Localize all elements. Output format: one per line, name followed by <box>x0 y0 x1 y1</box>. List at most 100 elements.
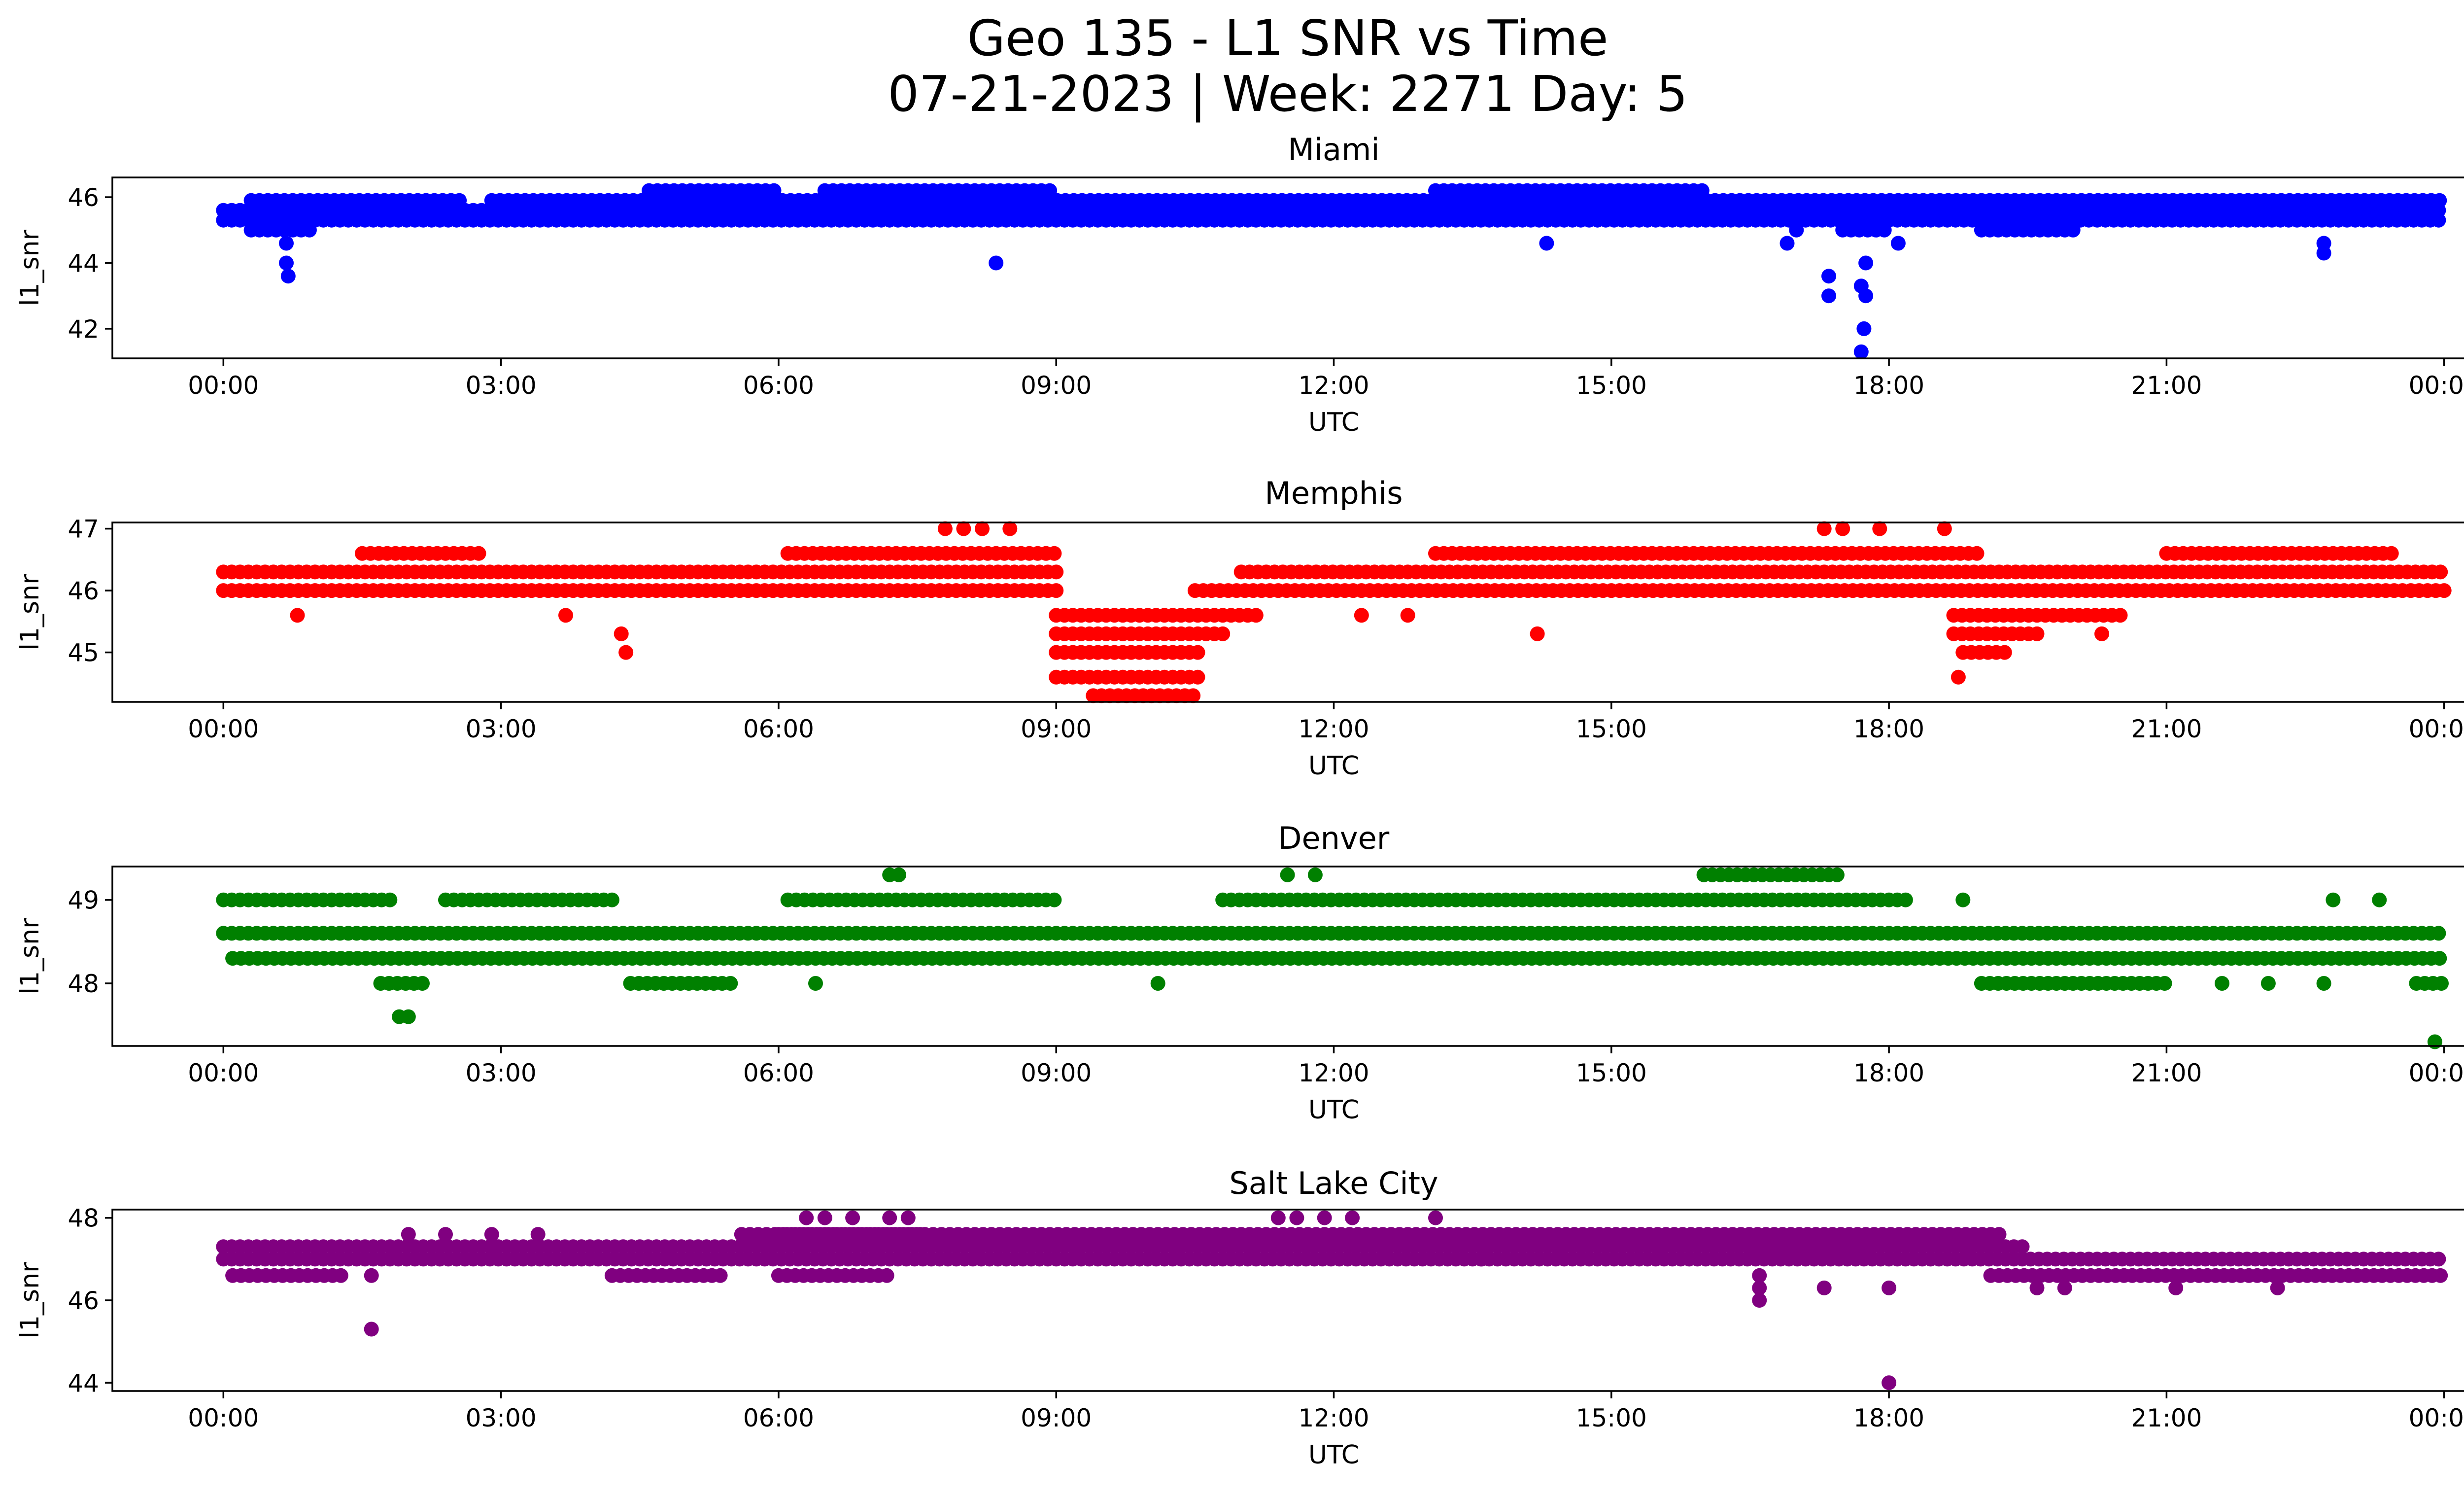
chart-panel: Memphis 00:00 03:00 06:00 09:00 12:00 15:00 18:… <box>15 475 2464 781</box>
data-points <box>216 867 2449 1049</box>
data-point <box>1354 608 1369 623</box>
data-point <box>799 1210 814 1225</box>
data-point <box>1049 583 1064 598</box>
data-point <box>604 892 619 907</box>
x-tick-label: 00:00 <box>188 371 259 400</box>
data-point <box>766 183 782 198</box>
data-point <box>1955 892 1971 907</box>
x-tick-label: 06:00 <box>743 1059 814 1087</box>
y-axis-label: l1_snr <box>15 574 45 651</box>
data-point <box>1345 1210 1360 1225</box>
data-point <box>1280 867 1295 882</box>
x-tick-label: 06:00 <box>743 1404 814 1432</box>
data-point <box>2431 926 2446 941</box>
data-point <box>1694 183 1710 198</box>
data-point <box>2094 626 2109 641</box>
data-point <box>1289 1210 1304 1225</box>
x-tick-label: 21:00 <box>2131 1404 2202 1432</box>
data-point <box>808 976 823 991</box>
y-tick-label: 49 <box>68 886 99 915</box>
x-tick-label: 15:00 <box>1576 715 1647 743</box>
data-point <box>1858 288 1874 304</box>
data-point <box>900 1210 916 1225</box>
y-tick-label: 44 <box>68 1369 99 1397</box>
data-points <box>216 521 2452 703</box>
data-point <box>1898 892 1913 907</box>
data-point <box>401 1227 416 1242</box>
data-point <box>2432 193 2447 208</box>
data-point <box>2433 1268 2448 1283</box>
x-tick-label: 12:00 <box>1298 715 1369 743</box>
data-point <box>2434 976 2449 991</box>
data-point <box>1951 669 1966 685</box>
x-tick-label: 18:00 <box>1853 1404 1924 1432</box>
data-point <box>2270 1280 2285 1295</box>
x-tick-label: 09:00 <box>1021 1059 1092 1087</box>
data-point <box>937 521 953 536</box>
data-point <box>1890 236 1906 251</box>
data-point <box>2432 951 2447 966</box>
data-point <box>1856 321 1872 336</box>
data-point <box>1752 1293 1767 1308</box>
data-point <box>1859 1239 1874 1254</box>
data-point <box>2433 564 2448 580</box>
data-point <box>989 255 1004 271</box>
x-tick-label: 00:00 <box>2409 371 2464 400</box>
x-tick-label: 00:00 <box>188 1059 259 1087</box>
y-tick-label: 42 <box>68 315 99 344</box>
y-tick-label: 46 <box>68 183 99 212</box>
data-point <box>2065 222 2081 238</box>
y-tick-label: 48 <box>68 970 99 998</box>
data-point <box>913 1227 928 1242</box>
data-point <box>1428 1210 1443 1225</box>
data-point <box>614 626 629 641</box>
data-point <box>713 1268 728 1283</box>
chart-panel: Salt Lake City 00:00 03:00 06:00 09:00 12:00 1… <box>15 1165 2464 1470</box>
x-tick-label: 12:00 <box>1298 1404 1369 1432</box>
y-tick-label: 48 <box>68 1204 99 1233</box>
x-tick-label: 03:00 <box>466 371 537 400</box>
x-tick-label: 06:00 <box>743 371 814 400</box>
data-point <box>2029 626 2045 641</box>
x-tick-label: 12:00 <box>1298 1059 1369 1087</box>
data-point <box>1539 236 1554 251</box>
x-tick-label: 06:00 <box>743 715 814 743</box>
y-axis-label: l1_snr <box>15 918 45 995</box>
chart-title-line-2: 07-21-2023 | Week: 2271 Day: 5 <box>888 65 1687 123</box>
x-tick-label: 03:00 <box>466 1059 537 1087</box>
data-point <box>1049 564 1064 580</box>
data-point <box>1042 183 1058 198</box>
x-tick-label: 18:00 <box>1853 371 1924 400</box>
y-tick-label: 44 <box>68 249 99 278</box>
y-tick-label: 45 <box>68 639 99 667</box>
data-point <box>1317 1210 1332 1225</box>
data-point <box>382 892 398 907</box>
data-point <box>484 1227 499 1242</box>
x-axis-label: UTC <box>1308 1095 1359 1125</box>
data-point <box>2015 1239 2030 1254</box>
data-point <box>2431 1252 2446 1267</box>
data-point <box>452 193 467 208</box>
data-point <box>1835 521 1850 536</box>
data-point <box>2316 245 2331 261</box>
data-point <box>1997 645 2012 660</box>
y-axis-label: l1_snr <box>15 1262 45 1339</box>
data-point <box>1858 255 1874 271</box>
y-tick-label: 47 <box>68 515 99 544</box>
data-point <box>1821 269 1836 284</box>
data-point <box>1882 1375 1897 1391</box>
data-point <box>1190 645 1205 660</box>
data-point <box>975 521 990 536</box>
data-point <box>2168 1280 2184 1295</box>
data-point <box>882 1210 897 1225</box>
x-axis-label: UTC <box>1308 751 1359 781</box>
data-point <box>1215 626 1231 641</box>
data-point <box>891 867 906 882</box>
x-tick-label: 09:00 <box>1021 1404 1092 1432</box>
data-point <box>1882 1280 1897 1295</box>
data-point <box>1002 521 1018 536</box>
data-point <box>1872 521 1887 536</box>
data-point <box>879 1268 894 1283</box>
x-tick-label: 03:00 <box>466 715 537 743</box>
